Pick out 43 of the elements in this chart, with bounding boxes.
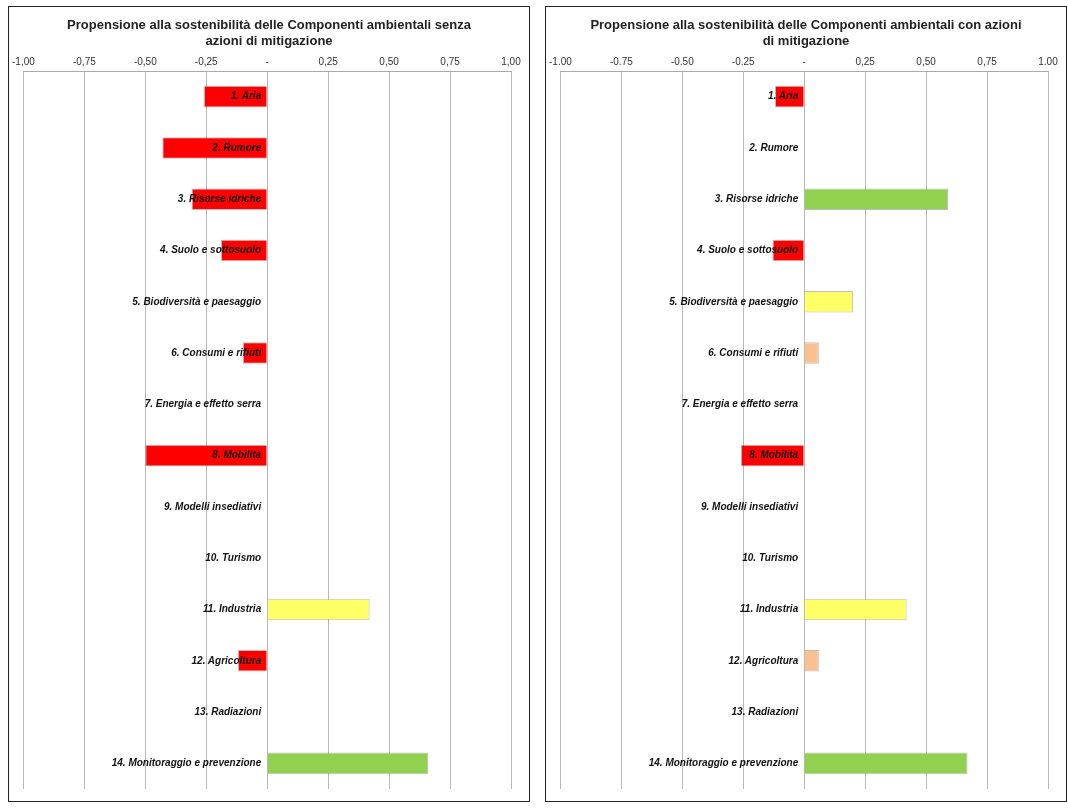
- x-tick-label: -0,25: [194, 55, 219, 67]
- x-tick-label: -: [265, 55, 269, 67]
- y-tick-label: 8. Mobilità: [749, 449, 799, 461]
- y-tick-label: 13. Radiazioni: [194, 705, 262, 717]
- x-tick-label: 0,50: [379, 55, 400, 67]
- y-tick-label: 7. Energia e effetto serra: [144, 398, 262, 410]
- y-tick-label: 3. Risorse idriche: [714, 192, 799, 204]
- x-tick-label: -0.50: [670, 55, 695, 67]
- y-tick-label: 10. Turismo: [742, 551, 799, 563]
- y-tick-label: 2. Rumore: [211, 141, 262, 153]
- y-tick-label: 10. Turismo: [205, 551, 262, 563]
- y-tick-label: 14. Monitoraggio e prevenzione: [111, 757, 262, 769]
- y-tick-label: 8. Mobilità: [212, 449, 262, 461]
- x-tick-label: -0,50: [133, 55, 158, 67]
- x-tick-label: -0.25: [731, 55, 756, 67]
- y-tick-label: 9. Modelli insediativi: [700, 500, 799, 512]
- y-tick-label: 5. Biodiversità e paesaggio: [669, 295, 799, 307]
- y-tick-label: 5. Biodiversità e paesaggio: [132, 295, 262, 307]
- x-tick-label: 1,00: [501, 55, 522, 67]
- x-tick-label: 0,25: [855, 55, 876, 67]
- y-tick-label: 12. Agricoltura: [728, 654, 799, 666]
- y-tick-label: 9. Modelli insediativi: [163, 500, 262, 512]
- chart-title: Propensione alla sostenibilità delle Componenti ambientali senza azioni di mitigazione: [66, 17, 472, 50]
- x-tick-label: -: [802, 55, 806, 67]
- x-tick-label: 0,75: [440, 55, 461, 67]
- chart-title: Propensione alla sostenibilità delle Componenti ambientali con azioni di mitigazione: [589, 17, 1023, 50]
- y-tick-label: 14. Monitoraggio e prevenzione: [648, 757, 799, 769]
- y-tick-label: 11. Industria: [740, 603, 799, 615]
- y-tick-label: 13. Radiazioni: [731, 705, 799, 717]
- x-tick-label: -0,75: [72, 55, 97, 67]
- x-tick-label: 0,50: [916, 55, 937, 67]
- y-tick-label: 7. Energia e effetto serra: [681, 398, 799, 410]
- y-tick-label: 11. Industria: [203, 603, 262, 615]
- x-tick-label: -1,00: [12, 55, 36, 67]
- x-tick-label: 0,75: [977, 55, 998, 67]
- x-tick-label: 1.00: [1038, 55, 1059, 67]
- x-tick-label: -0.75: [609, 55, 634, 67]
- y-tick-label: 6. Consumi e rifiuti: [708, 346, 799, 358]
- y-tick-label: 2. Rumore: [748, 141, 799, 153]
- x-tick-label: 0,25: [318, 55, 339, 67]
- y-tick-label: 1. Aria: [768, 90, 799, 102]
- x-tick-label: -1.00: [549, 55, 573, 67]
- y-tick-label: 1. Aria: [231, 90, 262, 102]
